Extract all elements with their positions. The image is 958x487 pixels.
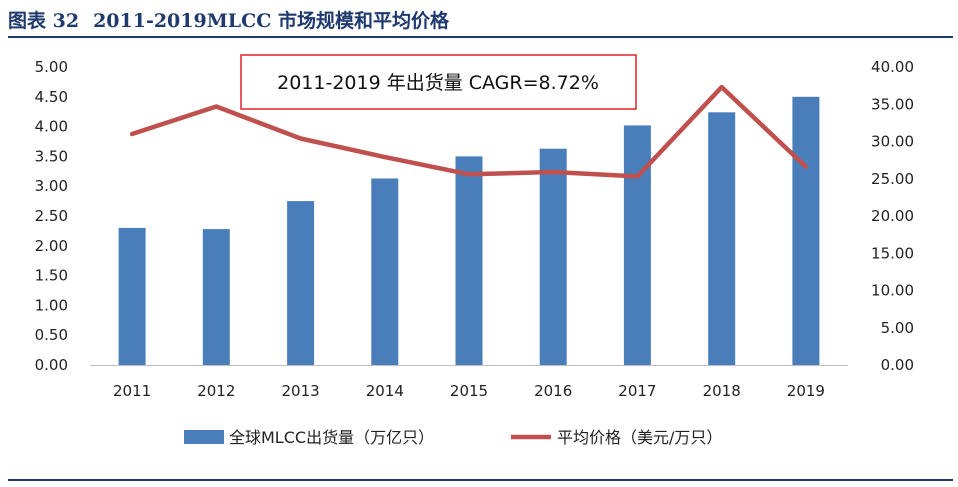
x-tick-label: 2011 [113,382,151,400]
x-tick-label: 2015 [450,382,488,400]
legend-bar-label: 全球MLCC出货量（万亿只） [229,428,434,447]
title-rule [8,36,953,38]
legend-line-label: 平均价格（美元/万只） [557,428,722,447]
left-axis-ticks: 0.00 0.50 1.00 1.50 2.00 2.50 3.00 3.50 4.00 4.50… [35,58,68,374]
x-tick-label: 2012 [197,382,235,400]
line-series [129,84,809,179]
annotation-text: 2011-2019 年出货量 CAGR=8.72% [277,72,599,94]
left-tick-label: 1.50 [35,267,68,285]
figure-title-text: 2011-2019MLCC 市场规模和平均价格 [93,10,449,32]
right-tick-label: 15.00 [871,244,914,262]
bar-2019 [792,96,820,366]
right-tick-label: 5.00 [881,319,914,337]
bar-2017 [623,125,651,366]
right-tick-label: 0.00 [881,356,914,374]
left-tick-label: 2.00 [35,237,68,255]
x-tick-label: 2013 [282,382,320,400]
bottom-rule [8,479,953,481]
bar-2014 [371,178,399,365]
bar-2015 [455,156,483,365]
left-tick-label: 3.00 [35,177,68,195]
bar-2013 [287,201,315,365]
left-tick-label: 2.50 [35,207,68,225]
bar-2018 [708,112,736,365]
x-tick-label: 2019 [787,382,825,400]
right-tick-label: 20.00 [871,207,914,225]
left-tick-label: 1.00 [35,296,68,314]
left-tick-label: 4.50 [35,88,68,106]
left-tick-label: 3.50 [35,147,68,165]
legend: 全球MLCC出货量（万亿只） 平均价格（美元/万只） [184,428,722,447]
x-axis: 2011 2012 2013 2014 2015 2016 2017 2018 2019 [90,365,848,400]
x-tick-label: 2014 [366,382,404,400]
figure-title: 图表 32 2011-2019MLCC 市场规模和平均价格 [8,6,449,33]
right-tick-label: 10.00 [871,282,914,300]
bar-series [118,96,820,366]
bar-2011 [118,227,146,365]
left-tick-label: 0.50 [35,326,68,344]
x-tick-label: 2016 [534,382,572,400]
right-tick-label: 40.00 [871,58,914,76]
bar-2016 [539,148,567,365]
x-tick-label: 2017 [618,382,656,400]
right-tick-label: 35.00 [871,95,914,113]
right-tick-label: 25.00 [871,170,914,188]
left-tick-label: 5.00 [35,58,68,76]
bar-2012 [202,229,230,365]
annotation-box: 2011-2019 年出货量 CAGR=8.72% [240,54,637,110]
right-axis-ticks: 0.00 5.00 10.00 15.00 20.00 25.00 30.00 35.00 40… [871,58,914,374]
left-tick-label: 0.00 [35,356,68,374]
annotation-border [240,54,637,110]
right-tick-label: 30.00 [871,133,914,151]
figure-label: 图表 32 [8,10,80,32]
x-tick-label: 2018 [703,382,741,400]
left-tick-label: 4.00 [35,118,68,136]
legend-bar-swatch [184,430,224,444]
